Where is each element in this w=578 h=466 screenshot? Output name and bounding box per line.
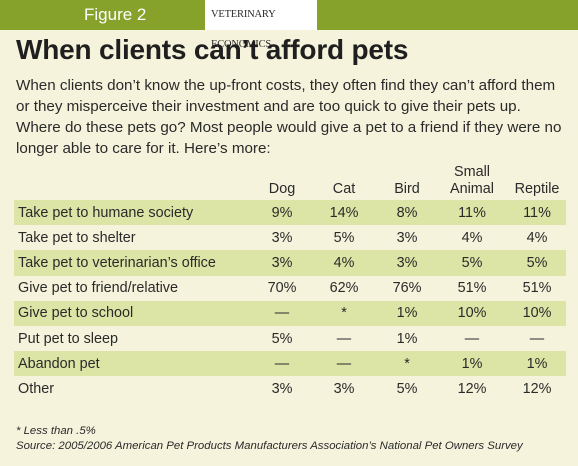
- row-label: Other: [18, 380, 54, 397]
- column-header: Bird: [378, 162, 436, 200]
- table-cell: 4%: [310, 250, 378, 276]
- table-cell: —: [254, 300, 310, 326]
- table-cell: 1%: [378, 300, 436, 326]
- row-label: Give pet to friend/relative: [18, 280, 178, 297]
- table-cell: —: [310, 351, 378, 377]
- table-cell: 5%: [333, 229, 355, 246]
- table-row: Put pet to sleep 5% — 1% — —: [14, 326, 566, 351]
- table-cell: 4%: [461, 229, 483, 246]
- column-header-line2: Reptile: [514, 181, 560, 197]
- chart-title: When clients can’t afford pets: [16, 34, 409, 65]
- figure-label: Figure 2: [0, 0, 205, 30]
- table-cell: —: [254, 351, 310, 377]
- table-cell: 4%: [526, 229, 548, 246]
- table-cell: 3%: [271, 380, 293, 397]
- table-cell: 1%: [396, 330, 418, 347]
- table-cell: 5%: [396, 380, 418, 397]
- table-cell: 1%: [436, 351, 508, 377]
- table-cell: —: [464, 330, 480, 347]
- table-cell: 3%: [254, 250, 310, 276]
- row-label: Take pet to veterinarian’s office: [14, 250, 254, 276]
- table-cell: 5%: [271, 330, 293, 347]
- table-cell: 62%: [329, 280, 359, 297]
- row-label: Put pet to sleep: [18, 330, 119, 347]
- column-header: Dog: [254, 162, 310, 200]
- brand-logo: VETERINARY ECONOMICS: [205, 0, 317, 50]
- table-cell: 12%: [457, 380, 487, 397]
- column-header: Reptile: [508, 162, 566, 200]
- table-cell: 8%: [378, 200, 436, 226]
- table-cell: 5%: [436, 250, 508, 276]
- table-cell: 5%: [508, 250, 566, 276]
- pet-outcomes-table: Dog Cat Bird Small Animal Reptile Take pet…: [14, 162, 566, 402]
- table-cell: 3%: [396, 229, 418, 246]
- row-label: Abandon pet: [14, 351, 254, 377]
- asterisk-footnote: * Less than .5%: [16, 425, 96, 437]
- table-row: Give pet to friend/relative 70% 62% 76% 51% 5…: [14, 276, 566, 301]
- table-body: Take pet to humane society 9% 14% 8% 11% 11% T…: [14, 200, 566, 402]
- table-cell: 51%: [457, 280, 487, 297]
- footnotes: * Less than .5% Source: 2005/2006 Americ…: [16, 424, 572, 454]
- table-cell: 3%: [378, 250, 436, 276]
- column-header-line1: [310, 164, 378, 181]
- table-cell: 9%: [254, 200, 310, 226]
- intro-paragraph: When clients don’t know the up-front cos…: [16, 77, 562, 157]
- header-accent-strip: [317, 0, 578, 30]
- table-cell: 76%: [392, 280, 422, 297]
- table-cell: *: [310, 300, 378, 326]
- table-cell: 12%: [522, 380, 552, 397]
- table-cell: 10%: [508, 300, 566, 326]
- table-row: Take pet to humane society 9% 14% 8% 11% 11%: [14, 200, 566, 226]
- table-cell: *: [378, 351, 436, 377]
- table-header-row: Dog Cat Bird Small Animal Reptile: [14, 162, 566, 200]
- table-cell: 1%: [508, 351, 566, 377]
- table-row: Give pet to school — * 1% 10% 10%: [14, 300, 566, 326]
- column-header-line2: Animal: [450, 181, 494, 197]
- column-header-line1: Small: [454, 164, 490, 180]
- figure-header: Figure 2 VETERINARY ECONOMICS: [0, 0, 578, 50]
- table-cell: 70%: [267, 280, 297, 297]
- table-cell: 14%: [310, 200, 378, 226]
- table-cell: 51%: [522, 280, 552, 297]
- table-row: Other 3% 3% 5% 12% 12%: [14, 376, 566, 401]
- column-header-line2: Cat: [332, 181, 356, 197]
- table-cell: 10%: [436, 300, 508, 326]
- table-row: Take pet to veterinarian’s office 3% 4% 3% 5…: [14, 250, 566, 276]
- column-header-line1: [254, 164, 310, 181]
- column-header-line1: [508, 164, 566, 181]
- table-cell: 11%: [508, 200, 566, 226]
- table-cell: 3%: [333, 380, 355, 397]
- table-cell: —: [336, 330, 352, 347]
- table-cell: 3%: [271, 229, 293, 246]
- table-cell: 11%: [436, 200, 508, 226]
- column-header-line1: [378, 164, 436, 181]
- column-header: Small Animal: [436, 162, 508, 200]
- table-row: Take pet to shelter 3% 5% 3% 4% 4%: [14, 225, 566, 250]
- row-label-header: [14, 162, 254, 200]
- row-label: Take pet to shelter: [18, 229, 136, 246]
- column-header-line2: Dog: [268, 181, 296, 197]
- column-header-line2: Bird: [394, 181, 420, 197]
- table-row: Abandon pet — — * 1% 1%: [14, 351, 566, 377]
- row-label: Take pet to humane society: [14, 200, 254, 226]
- column-header: Cat: [310, 162, 378, 200]
- table-cell: —: [529, 330, 545, 347]
- source-footnote: Source: 2005/2006 American Pet Products …: [16, 440, 523, 452]
- row-label: Give pet to school: [14, 300, 254, 326]
